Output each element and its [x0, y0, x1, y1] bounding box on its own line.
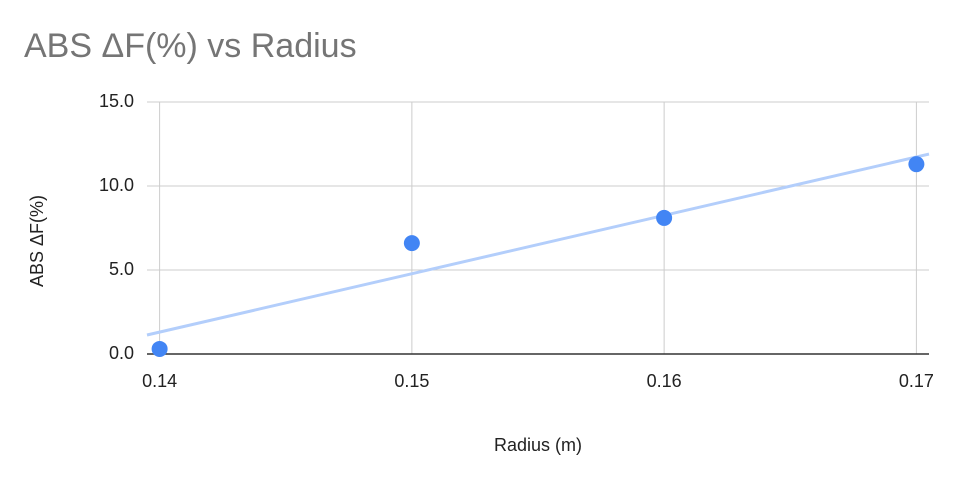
- trendline: [146, 152, 930, 337]
- data-point: [908, 156, 925, 173]
- y-tick-label: 5.0: [109, 259, 134, 279]
- x-tick-label: 0.15: [394, 371, 429, 391]
- data-point: [151, 340, 168, 357]
- chart-title: ABS ΔF(%) vs Radius: [24, 27, 357, 65]
- x-tick-label: 0.16: [647, 371, 682, 391]
- data-point: [656, 209, 673, 226]
- y-tick-label: 15.0: [99, 91, 134, 111]
- x-tick-label: 0.14: [142, 371, 177, 391]
- x-axis-label: Radius (m): [494, 435, 582, 455]
- y-tick-label: 0.0: [109, 343, 134, 363]
- data-point: [403, 235, 420, 252]
- y-axis-label: ABS ΔF(%): [27, 195, 47, 287]
- x-tick-label: 0.17: [899, 371, 934, 391]
- y-tick-label: 10.0: [99, 175, 134, 195]
